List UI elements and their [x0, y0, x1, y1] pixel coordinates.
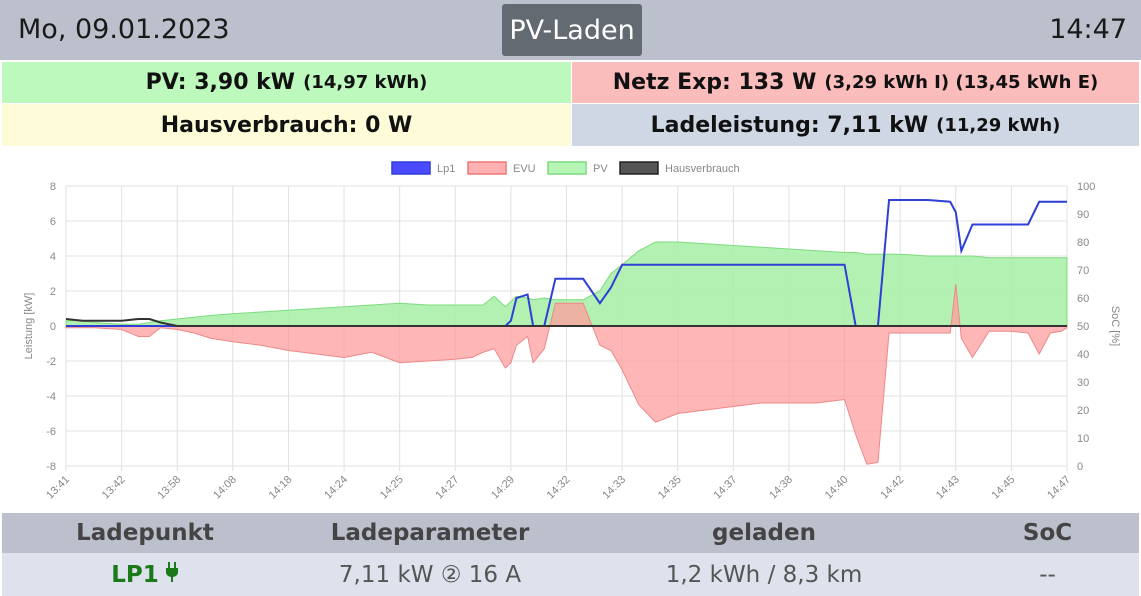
y-tick-label: 0 — [50, 321, 56, 333]
x-tick-label: 14:24 — [322, 474, 350, 502]
x-tick-label: 13:58 — [155, 474, 183, 502]
x-tick-label: 14:08 — [211, 474, 239, 502]
legend-label: PV — [593, 163, 608, 175]
column-header-ladeparameter: Ladeparameter — [330, 520, 530, 546]
charge-energy: (11,29 kWh) — [936, 114, 1061, 136]
power-chart: 86420-2-4-6-8100908070605040302010013:41… — [23, 161, 1121, 502]
house-consumption: Hausverbrauch: 0 W — [160, 112, 413, 138]
legend-swatch — [467, 161, 507, 175]
grid-power: Netz Exp: 133 W — [612, 70, 817, 95]
legend-swatch — [619, 161, 659, 175]
column-header-geladen: geladen — [712, 520, 816, 546]
x-tick-label: 14:35 — [656, 474, 684, 502]
y2-tick-label: 90 — [1077, 209, 1089, 221]
charge-mode-button[interactable]: PV-Laden — [502, 4, 642, 56]
x-tick-label: 14:25 — [378, 474, 406, 502]
y-tick-label: -6 — [46, 426, 56, 438]
legend-swatch — [391, 161, 431, 175]
legend-label: Lp1 — [437, 163, 455, 175]
column-header-ladepunkt: Ladepunkt — [76, 520, 214, 546]
y2-tick-label: 40 — [1077, 349, 1089, 361]
y2-tick-label: 100 — [1077, 181, 1095, 193]
x-tick-label: 14:33 — [600, 474, 628, 502]
plug-icon — [165, 561, 179, 588]
legend-item: EVU — [467, 161, 536, 175]
legend-item: PV — [547, 161, 608, 175]
legend-item: Lp1 — [391, 161, 455, 175]
top-bar: Mo, 09.01.2023 PV-Laden 14:47 — [0, 0, 1141, 60]
series-evu-area — [65, 283, 1068, 465]
grid-tile: Netz Exp: 133 W (3,29 kWh I) (13,45 kWh … — [572, 62, 1139, 103]
y2-tick-label: 80 — [1077, 237, 1089, 249]
y2-tick-label: 30 — [1077, 377, 1089, 389]
chargepoint-name: LP1 — [111, 561, 159, 588]
y-axis-label: Leistung [kW] — [23, 293, 35, 360]
charge-parameters: 7,11 kW ② 16 A — [338, 561, 522, 588]
y2-axis-label: SoC [%] — [1109, 306, 1121, 346]
x-tick-label: 14:29 — [489, 474, 517, 502]
pv-tile: PV: 3,90 kW (14,97 kWh) — [2, 62, 571, 103]
y-tick-label: -2 — [46, 356, 56, 368]
x-tick-label: 14:40 — [823, 474, 851, 502]
y-tick-label: 6 — [50, 216, 56, 228]
x-tick-label: 14:38 — [767, 474, 795, 502]
y2-tick-label: 60 — [1077, 293, 1089, 305]
x-tick-label: 14:37 — [712, 474, 740, 502]
column-header-soc: SoC — [1022, 520, 1073, 546]
chargepoint-name-cell[interactable]: LP1 — [2, 553, 288, 596]
y2-tick-label: 20 — [1077, 405, 1089, 417]
y-tick-label: 2 — [50, 286, 56, 298]
y2-tick-label: 70 — [1077, 265, 1089, 277]
y-tick-label: 8 — [50, 181, 56, 193]
chargepoint-row[interactable]: LP1 7,11 kW ② 16 A 1,2 kWh / 8,3 km -- — [2, 553, 1139, 596]
y-tick-label: -4 — [46, 391, 56, 403]
x-tick-label: 14:47 — [1045, 474, 1073, 502]
charged-amount: 1,2 kWh / 8,3 km — [665, 561, 863, 588]
x-tick-label: 14:43 — [934, 474, 962, 502]
pv-energy: (14,97 kWh) — [303, 72, 428, 93]
x-tick-label: 14:27 — [433, 474, 461, 502]
charge-power: Ladeleistung: 7,11 kW — [650, 112, 929, 138]
y2-tick-label: 50 — [1077, 321, 1089, 333]
legend-item: Hausverbrauch — [619, 161, 740, 175]
x-tick-label: 13:42 — [100, 474, 128, 502]
soc-value: -- — [1039, 561, 1056, 588]
charge-power-tile: Ladeleistung: 7,11 kW (11,29 kWh) — [572, 104, 1139, 146]
grid-energy: (3,29 kWh I) (13,45 kWh E) — [824, 72, 1099, 93]
legend-swatch — [547, 161, 587, 175]
x-tick-label: 14:42 — [878, 474, 906, 502]
legend-label: EVU — [513, 163, 536, 175]
time-display: 14:47 — [1049, 14, 1127, 45]
y2-tick-label: 10 — [1077, 433, 1089, 445]
y-tick-label: 4 — [50, 251, 56, 263]
series-hausverbrauch-line — [65, 318, 1067, 327]
house-consumption-tile: Hausverbrauch: 0 W — [2, 104, 571, 146]
x-tick-label: 14:45 — [990, 474, 1018, 502]
legend-label: Hausverbrauch — [665, 163, 740, 175]
date-display: Mo, 09.01.2023 — [18, 14, 230, 45]
x-tick-label: 14:32 — [545, 474, 573, 502]
series-pv-area — [65, 241, 1068, 327]
x-tick-label: 13:41 — [44, 474, 72, 502]
chargepoint-table-header: Ladepunkt Ladeparameter geladen SoC — [2, 513, 1139, 553]
y-tick-label: -8 — [46, 461, 56, 473]
pv-power: PV: 3,90 kW — [145, 70, 296, 95]
x-tick-label: 14:18 — [267, 474, 295, 502]
y2-tick-label: 0 — [1077, 461, 1083, 473]
